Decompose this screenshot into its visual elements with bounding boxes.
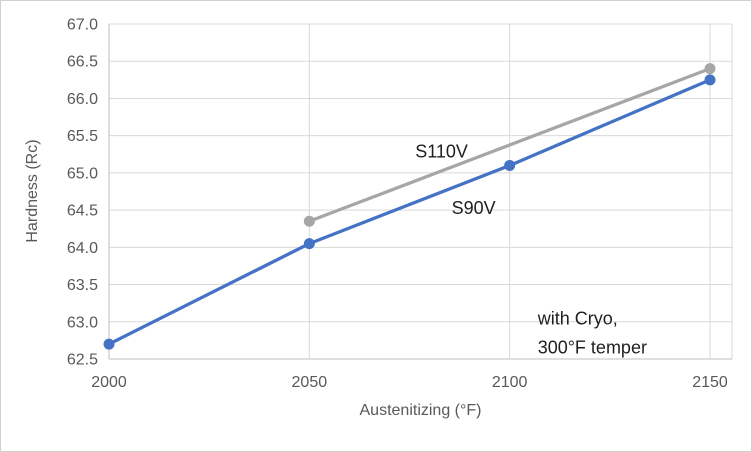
gridlines — [109, 23, 733, 360]
x-axis-title: Austenitizing (°F) — [360, 402, 482, 419]
y-tick-label: 65.5 — [67, 128, 98, 145]
annotation-s90v-label: S90V — [452, 198, 496, 218]
annotation-text: S90V — [452, 198, 496, 218]
series-line-s90v — [107, 78, 712, 346]
y-tick-label: 63.5 — [67, 277, 98, 294]
y-tick-label: 67.0 — [67, 17, 98, 34]
series-s90v — [103, 74, 716, 350]
annotation-text: S110V — [415, 142, 468, 162]
annotation-cryo-note: with Cryo, 300°F temper — [537, 308, 647, 357]
x-tick-label: 2050 — [292, 374, 328, 391]
y-tick-label: 63.0 — [67, 314, 98, 331]
y-tick-label: 62.5 — [67, 352, 98, 369]
y-tick-label: 64.5 — [67, 203, 98, 220]
data-point-s110v — [704, 63, 716, 75]
y-tick-labels: 62.5 63.0 63.5 64.0 64.5 65.0 65.5 66.0 66.5 67.0 — [67, 17, 98, 369]
y-tick-label: 65.0 — [67, 165, 98, 182]
data-point-s90v — [504, 159, 516, 171]
series-line-s110v — [307, 67, 712, 223]
y-axis-title: Hardness (Rc) — [24, 139, 41, 242]
x-tick-labels: 2000 2050 2100 2150 — [91, 374, 728, 391]
annotation-text: with Cryo, — [537, 308, 618, 328]
series-s110v — [303, 63, 716, 227]
axes — [108, 24, 732, 360]
y-tick-label: 66.5 — [67, 54, 98, 71]
x-tick-label: 2000 — [91, 374, 127, 391]
annotation-text: 300°F temper — [538, 337, 647, 357]
x-tick-label: 2150 — [692, 374, 728, 391]
data-point-s110v — [303, 215, 315, 227]
annotation-s110v-label: S110V — [415, 142, 468, 162]
y-tick-label: 66.0 — [67, 91, 98, 108]
data-point-s90v — [704, 74, 716, 86]
y-tick-label: 64.0 — [67, 240, 98, 257]
x-tick-label: 2100 — [492, 374, 528, 391]
data-point-s90v — [103, 338, 115, 350]
data-point-s90v — [303, 238, 315, 250]
